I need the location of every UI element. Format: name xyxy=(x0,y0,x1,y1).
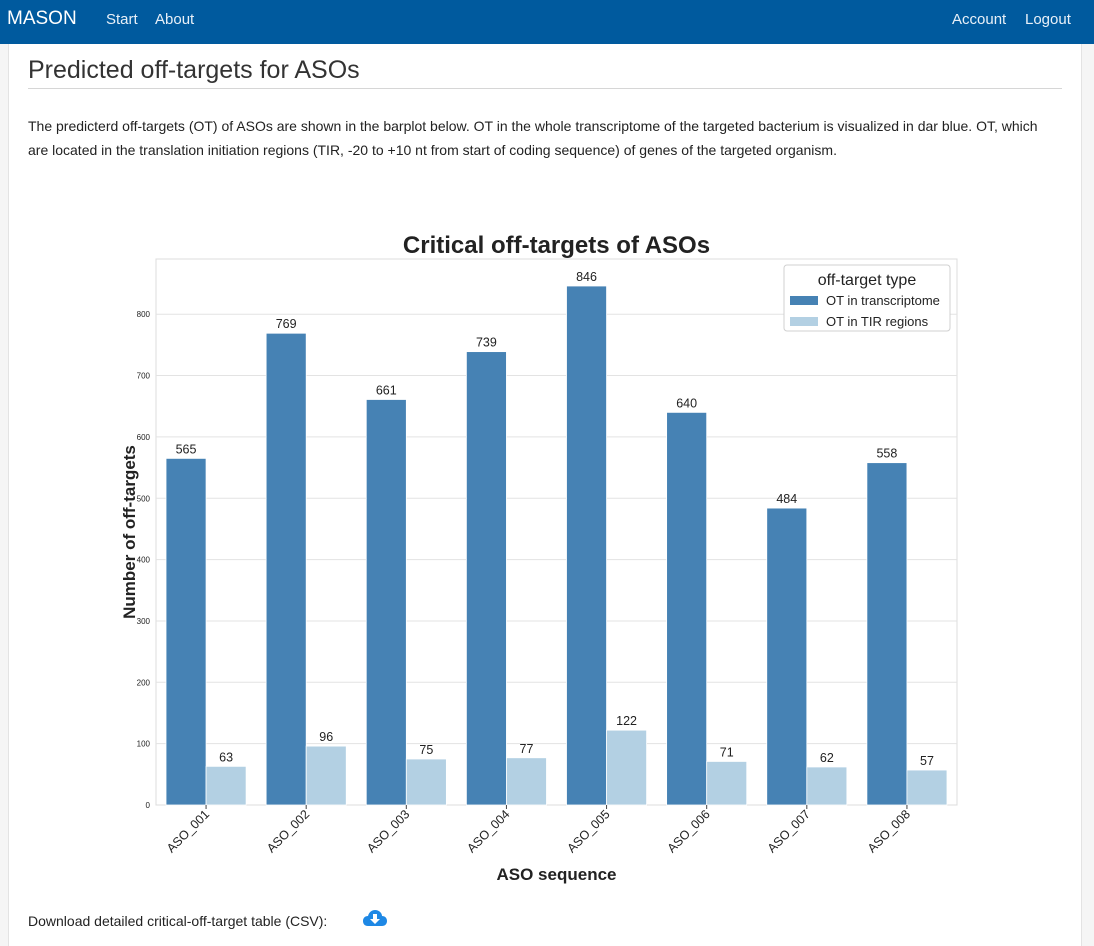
bar xyxy=(866,462,908,806)
x-tick-label: ASO_006 xyxy=(665,807,713,855)
y-tick-label: 300 xyxy=(137,617,151,626)
legend-entry: OT in transcriptome xyxy=(826,293,940,308)
bar-value-label: 62 xyxy=(820,751,834,765)
bar xyxy=(365,399,407,806)
legend-entry: OT in TIR regions xyxy=(826,314,929,329)
y-tick-label: 700 xyxy=(137,372,151,381)
brand-link[interactable]: MASON xyxy=(7,8,77,29)
title-divider xyxy=(28,88,1062,89)
x-tick-label: ASO_008 xyxy=(865,807,913,855)
download-label: Download detailed critical-off-target ta… xyxy=(28,913,328,929)
x-tick-label: ASO_001 xyxy=(164,807,212,855)
y-tick-label: 400 xyxy=(137,556,151,565)
bar xyxy=(506,757,547,806)
bar-value-label: 846 xyxy=(576,270,597,284)
page-title: Predicted off-targets for ASOs xyxy=(28,56,360,84)
chart-title: Critical off-targets of ASOs xyxy=(403,232,710,259)
bar xyxy=(265,332,307,806)
bar-value-label: 57 xyxy=(920,754,934,768)
bar xyxy=(606,729,648,806)
y-tick-label: 0 xyxy=(146,801,151,810)
x-axis-label: ASO sequence xyxy=(497,865,617,884)
navbar: MASON Start About Account Logout xyxy=(0,0,1094,44)
page-description: The predicterd off-targets (OT) of ASOs … xyxy=(28,118,1038,158)
x-tick-label: ASO_002 xyxy=(264,807,312,855)
cloud-download-icon[interactable] xyxy=(362,908,388,933)
x-tick-label: ASO_003 xyxy=(364,807,412,855)
bar-value-label: 75 xyxy=(419,743,433,757)
y-tick-label: 500 xyxy=(137,494,151,503)
y-tick-label: 600 xyxy=(137,433,151,442)
y-tick-label: 800 xyxy=(137,310,151,319)
bar-value-label: 122 xyxy=(616,714,637,728)
bar xyxy=(906,769,948,806)
bar xyxy=(806,766,848,806)
bar-value-label: 565 xyxy=(176,442,197,456)
bar xyxy=(706,761,748,806)
bar xyxy=(766,507,808,806)
bar xyxy=(305,745,347,806)
bar-value-label: 769 xyxy=(276,317,297,331)
legend-box xyxy=(783,264,951,332)
bar-value-label: 63 xyxy=(219,750,233,764)
bar-value-label: 739 xyxy=(476,336,497,350)
bar xyxy=(666,411,708,806)
x-tick-label: ASO_007 xyxy=(765,807,813,855)
y-axis-label: Number of off-targets xyxy=(120,445,139,619)
bar xyxy=(405,758,447,806)
legend-title: off-target type xyxy=(818,272,917,289)
bar-value-label: 77 xyxy=(520,742,534,756)
bar xyxy=(205,765,247,806)
bar-value-label: 640 xyxy=(676,396,697,410)
main-container: Predicted off-targets for ASOs The predi… xyxy=(8,44,1082,946)
nav-account-link[interactable]: Account xyxy=(952,11,1007,28)
bar-value-label: 558 xyxy=(876,447,897,461)
bar xyxy=(165,457,207,806)
bar-value-label: 96 xyxy=(319,730,333,744)
nav-start-link[interactable]: Start xyxy=(106,11,138,28)
y-tick-label: 100 xyxy=(137,740,151,749)
bar xyxy=(566,285,607,806)
bar-value-label: 71 xyxy=(720,745,734,759)
legend-swatch xyxy=(790,296,818,305)
legend-swatch xyxy=(790,317,818,326)
y-tick-label: 200 xyxy=(137,678,151,687)
x-tick-label: ASO_004 xyxy=(464,807,512,855)
bar-value-label: 484 xyxy=(776,492,797,506)
nav-logout-link[interactable]: Logout xyxy=(1025,11,1071,28)
bar-value-label: 661 xyxy=(376,383,397,397)
off-target-barplot: 0 100 200 300 400 500 600 700 800 565 63 ASO_001 769… xyxy=(120,232,958,884)
bar xyxy=(465,351,507,806)
x-tick-label: ASO_005 xyxy=(564,807,612,855)
nav-about-link[interactable]: About xyxy=(155,11,195,28)
